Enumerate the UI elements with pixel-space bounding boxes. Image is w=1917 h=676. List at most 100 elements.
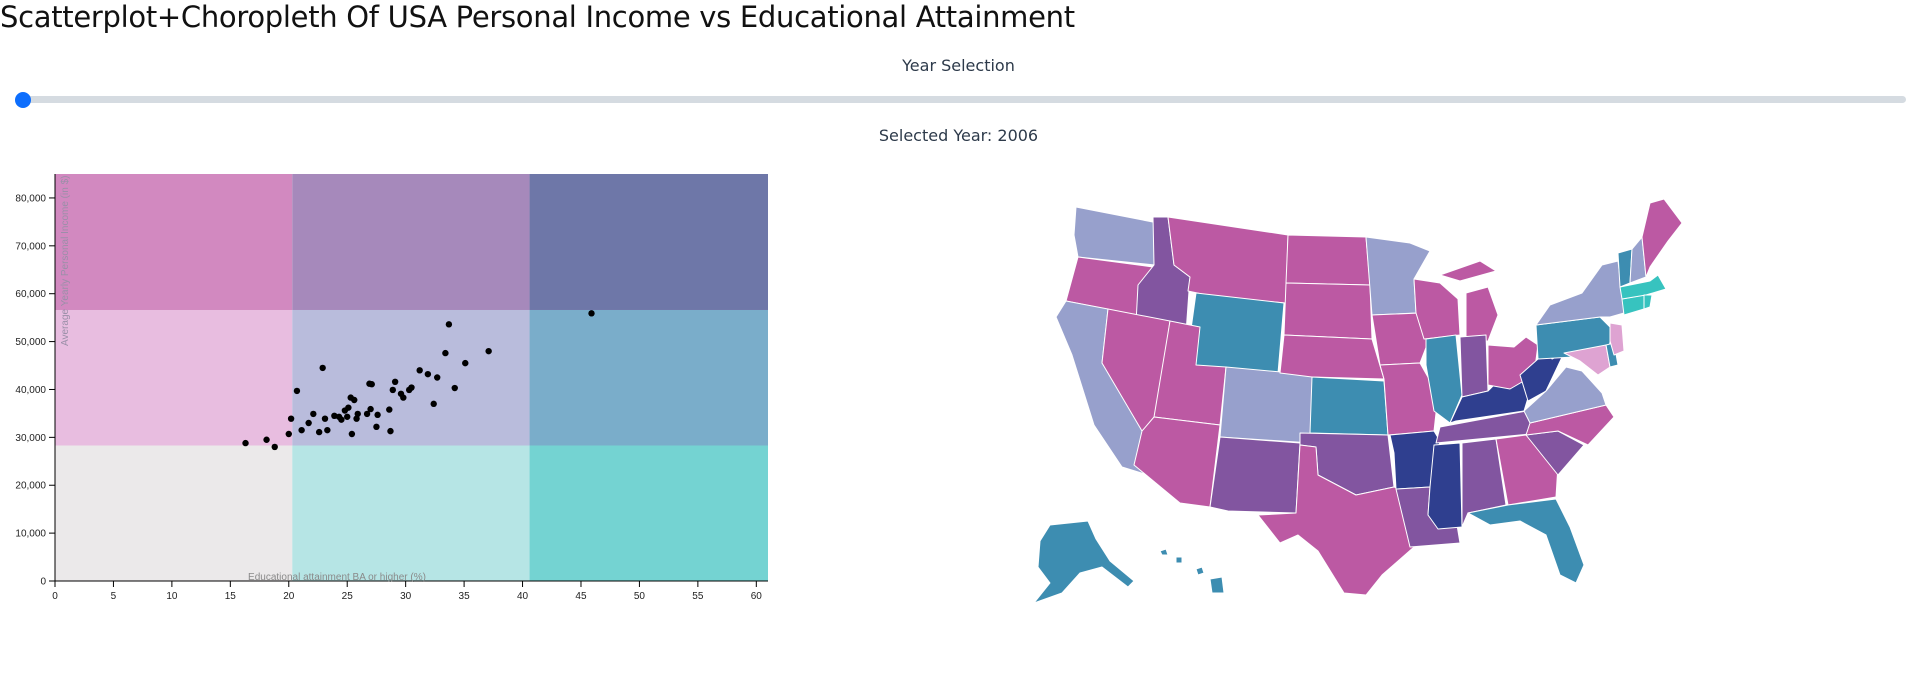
y-tick: 10,000 bbox=[15, 529, 55, 540]
data-point[interactable] bbox=[434, 374, 441, 381]
data-point[interactable] bbox=[485, 347, 492, 355]
map-state-sd bbox=[1283, 282, 1373, 340]
data-point[interactable] bbox=[305, 419, 312, 427]
scatterplot: 0 5 10 15 20 25 30 35 40 45 50 55 60 0 10,000 20,000 30… bbox=[15, 174, 768, 602]
map-state-ma bbox=[1619, 274, 1667, 300]
map-state-nj bbox=[1609, 322, 1625, 356]
data-point[interactable] bbox=[324, 426, 331, 434]
bivariate-cell-r0-c0 bbox=[55, 445, 293, 581]
usa-choropleth-map bbox=[1033, 198, 1683, 604]
data-point[interactable] bbox=[368, 381, 375, 388]
y-axis-label: Average Yearly Personal Income (in $) bbox=[60, 176, 71, 346]
y-tick: 30,000 bbox=[15, 433, 55, 444]
year-slider-track[interactable] bbox=[16, 96, 1906, 103]
data-point[interactable] bbox=[293, 387, 301, 395]
x-tick: 10 bbox=[166, 581, 178, 602]
map-state-ms bbox=[1427, 442, 1463, 530]
x-tick-label: 15 bbox=[225, 591, 237, 602]
x-tick-label: 0 bbox=[52, 591, 58, 602]
map-state-wy bbox=[1185, 292, 1285, 374]
data-point[interactable] bbox=[263, 436, 270, 443]
map-state-az bbox=[1133, 416, 1221, 508]
bivariate-cell-r2-c2 bbox=[529, 174, 768, 310]
data-point[interactable] bbox=[345, 404, 352, 411]
data-point[interactable] bbox=[354, 410, 361, 418]
map-state-tx bbox=[1257, 444, 1415, 596]
data-point[interactable] bbox=[387, 427, 394, 435]
data-point[interactable] bbox=[424, 370, 432, 378]
data-point[interactable] bbox=[430, 400, 437, 408]
data-point[interactable] bbox=[315, 428, 323, 436]
data-point[interactable] bbox=[285, 430, 292, 438]
data-point[interactable] bbox=[386, 406, 393, 413]
data-point[interactable] bbox=[442, 349, 449, 357]
map-state-nm bbox=[1209, 436, 1301, 514]
data-point[interactable] bbox=[391, 378, 399, 386]
map-state-mi bbox=[1439, 260, 1499, 344]
x-tick: 55 bbox=[692, 581, 704, 602]
data-point[interactable] bbox=[400, 394, 407, 401]
data-point[interactable] bbox=[389, 386, 396, 394]
year-slider-thumb[interactable] bbox=[15, 92, 31, 108]
map-state-ia bbox=[1371, 312, 1431, 366]
x-tick: 25 bbox=[342, 581, 353, 602]
data-points bbox=[242, 310, 595, 451]
x-tick-label: 30 bbox=[400, 591, 412, 602]
data-point[interactable] bbox=[462, 359, 469, 367]
x-tick-label: 5 bbox=[111, 591, 117, 602]
data-point[interactable] bbox=[373, 423, 380, 431]
data-point[interactable] bbox=[408, 384, 415, 391]
y-tick: 20,000 bbox=[15, 481, 55, 492]
x-axis-label: Educational attainment BA or higher (%) bbox=[248, 572, 426, 583]
bivariate-cell-r0-c2 bbox=[529, 445, 768, 581]
data-point[interactable] bbox=[348, 430, 356, 438]
x-tick: 40 bbox=[517, 581, 529, 602]
x-tick-label: 55 bbox=[692, 591, 704, 602]
map-state-wa bbox=[1073, 206, 1159, 266]
x-tick: 50 bbox=[634, 581, 645, 602]
data-point[interactable] bbox=[353, 415, 360, 422]
y-tick-label: 60,000 bbox=[15, 289, 46, 300]
y-tick-label: 30,000 bbox=[15, 433, 46, 444]
x-tick: 60 bbox=[751, 581, 763, 602]
map-state-hi bbox=[1159, 548, 1225, 594]
data-point[interactable] bbox=[367, 405, 374, 413]
data-point[interactable] bbox=[319, 364, 326, 372]
x-tick-label: 20 bbox=[283, 591, 295, 602]
data-point[interactable] bbox=[416, 367, 423, 374]
data-point[interactable] bbox=[298, 426, 305, 434]
data-point[interactable] bbox=[271, 443, 278, 451]
data-point[interactable] bbox=[310, 410, 317, 418]
data-point[interactable] bbox=[374, 411, 381, 419]
y-tick-label: 10,000 bbox=[15, 529, 46, 540]
map-state-wi bbox=[1413, 278, 1461, 340]
data-point[interactable] bbox=[338, 416, 345, 423]
map-state-ne bbox=[1279, 334, 1385, 380]
data-point[interactable] bbox=[588, 310, 595, 317]
y-axis: 0 10,000 20,000 30,000 40,000 50,000 60,000 70,… bbox=[15, 174, 56, 588]
data-point[interactable] bbox=[287, 415, 295, 422]
data-point[interactable] bbox=[242, 439, 249, 447]
y-tick-label: 70,000 bbox=[15, 241, 46, 252]
map-state-ny bbox=[1535, 260, 1625, 326]
data-point[interactable] bbox=[344, 413, 351, 420]
map-state-ks bbox=[1309, 376, 1389, 436]
data-point[interactable] bbox=[363, 410, 371, 418]
data-point[interactable] bbox=[451, 384, 458, 392]
bivariate-cell-r0-c1 bbox=[292, 445, 530, 581]
y-tick: 70,000 bbox=[15, 241, 55, 252]
x-tick: 30 bbox=[400, 581, 412, 602]
map-state-ak bbox=[1033, 520, 1135, 604]
data-point[interactable] bbox=[351, 396, 358, 404]
x-tick-label: 40 bbox=[517, 591, 529, 602]
y-tick: 0 bbox=[40, 577, 55, 588]
bivariate-legend-grid bbox=[55, 174, 768, 581]
x-tick: 20 bbox=[283, 581, 295, 602]
map-state-va bbox=[1523, 366, 1607, 424]
data-point[interactable] bbox=[321, 415, 329, 422]
x-tick-label: 60 bbox=[751, 591, 763, 602]
page-title: Scatterplot+Choropleth Of USA Personal I… bbox=[0, 0, 1075, 34]
x-tick: 15 bbox=[225, 581, 237, 602]
data-point[interactable] bbox=[445, 321, 453, 328]
map-state-co bbox=[1219, 366, 1315, 444]
